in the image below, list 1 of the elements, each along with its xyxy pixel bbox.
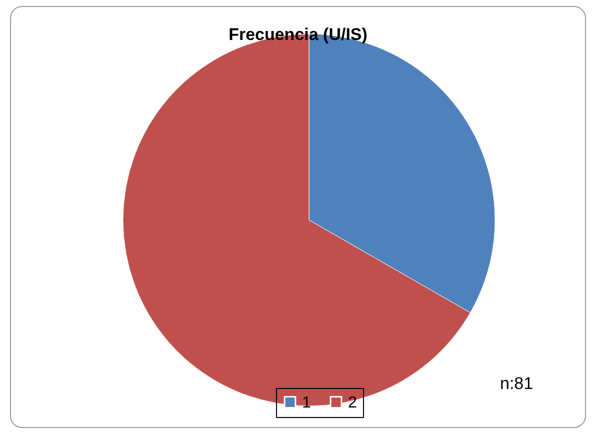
text: n:81 [500,374,534,394]
